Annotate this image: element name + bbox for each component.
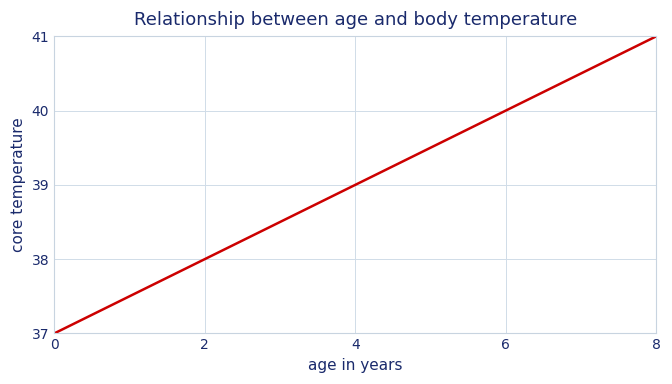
Title: Relationship between age and body temperature: Relationship between age and body temper… [134,11,577,29]
X-axis label: age in years: age in years [308,358,403,373]
Y-axis label: core temperature: core temperature [11,118,26,252]
